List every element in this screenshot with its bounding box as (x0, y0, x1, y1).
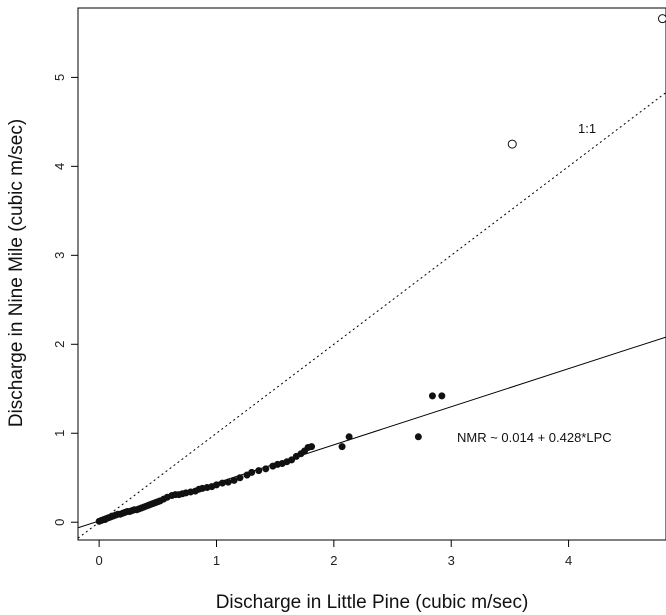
data-point (248, 468, 256, 476)
fit-line-label: NMR ~ 0.014 + 0.428*LPC (457, 430, 612, 445)
data-point (236, 474, 244, 482)
x-axis: 0 1 2 3 4 (96, 540, 572, 568)
x-tick-label: 0 (96, 553, 103, 568)
data-points (95, 14, 666, 525)
y-tick-label: 0 (52, 519, 67, 526)
y-tick-label: 4 (52, 163, 67, 170)
data-point (230, 476, 238, 484)
data-point (414, 433, 422, 441)
data-point (255, 467, 263, 475)
data-point (308, 443, 316, 451)
y-tick-label: 3 (52, 252, 67, 259)
data-point (212, 481, 220, 489)
data-point (438, 392, 446, 400)
y-tick-label: 2 (52, 341, 67, 348)
x-tick-label: 2 (330, 553, 337, 568)
data-point (428, 392, 436, 400)
identity-line (78, 92, 666, 539)
x-tick-label: 1 (213, 553, 220, 568)
data-point (338, 443, 346, 451)
outlier-point (507, 139, 517, 149)
data-point (345, 433, 353, 441)
x-tick-label: 3 (448, 553, 455, 568)
data-point (262, 465, 270, 473)
identity-line-label: 1:1 (578, 121, 596, 136)
reference-lines (78, 92, 666, 539)
y-tick-label: 1 (52, 430, 67, 437)
y-axis-title: Discharge in Nine Mile (cubic m/sec) (6, 119, 27, 427)
y-tick-label: 5 (52, 74, 67, 81)
x-axis-title: Discharge in Little Pine (cubic m/sec) (216, 592, 529, 613)
outlier-point (657, 14, 666, 24)
y-axis: 0 1 2 3 4 5 (52, 74, 78, 526)
data-point (288, 456, 296, 464)
data-point (224, 478, 232, 486)
data-point (218, 479, 226, 487)
plot-frame (77, 7, 666, 541)
x-tick-label: 4 (565, 553, 572, 568)
